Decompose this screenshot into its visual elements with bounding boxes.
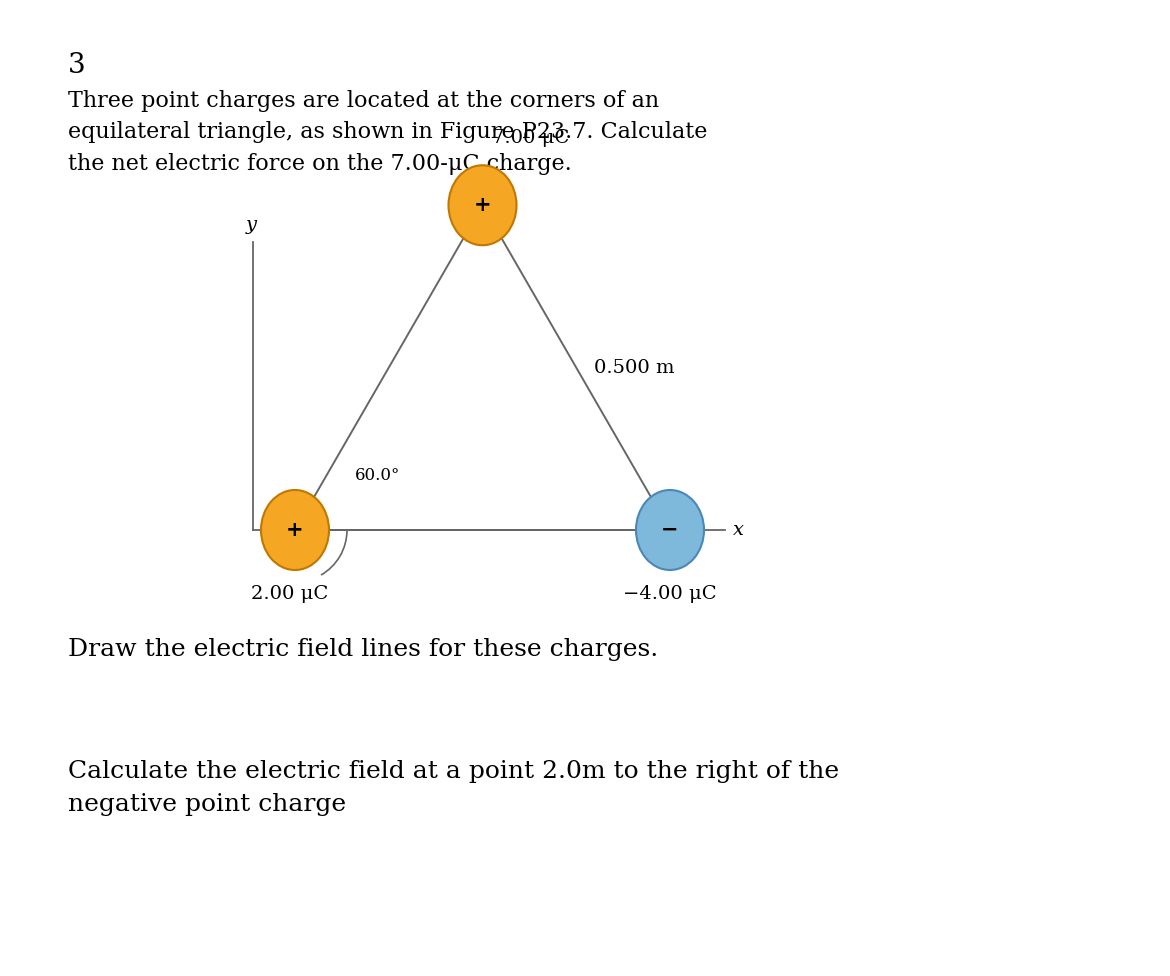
Ellipse shape xyxy=(448,165,516,245)
Text: 7.00 μC: 7.00 μC xyxy=(493,129,570,147)
Text: −: − xyxy=(661,520,679,540)
Ellipse shape xyxy=(261,490,329,570)
Text: y: y xyxy=(246,216,256,234)
Text: +: + xyxy=(474,195,491,216)
Text: Calculate the electric field at a point 2.0m to the right of the
negative point : Calculate the electric field at a point … xyxy=(68,760,839,816)
Text: 3: 3 xyxy=(68,52,85,79)
Text: x: x xyxy=(732,521,744,539)
Text: Draw the electric field lines for these charges.: Draw the electric field lines for these … xyxy=(68,638,659,661)
Ellipse shape xyxy=(636,490,704,570)
Text: −4.00 μC: −4.00 μC xyxy=(624,585,717,603)
Text: 2.00 μC: 2.00 μC xyxy=(252,585,329,603)
Text: 0.500 m: 0.500 m xyxy=(594,358,675,377)
Text: Three point charges are located at the corners of an
equilateral triangle, as sh: Three point charges are located at the c… xyxy=(68,90,708,175)
Text: +: + xyxy=(287,520,304,540)
Text: 60.0°: 60.0° xyxy=(355,467,400,483)
